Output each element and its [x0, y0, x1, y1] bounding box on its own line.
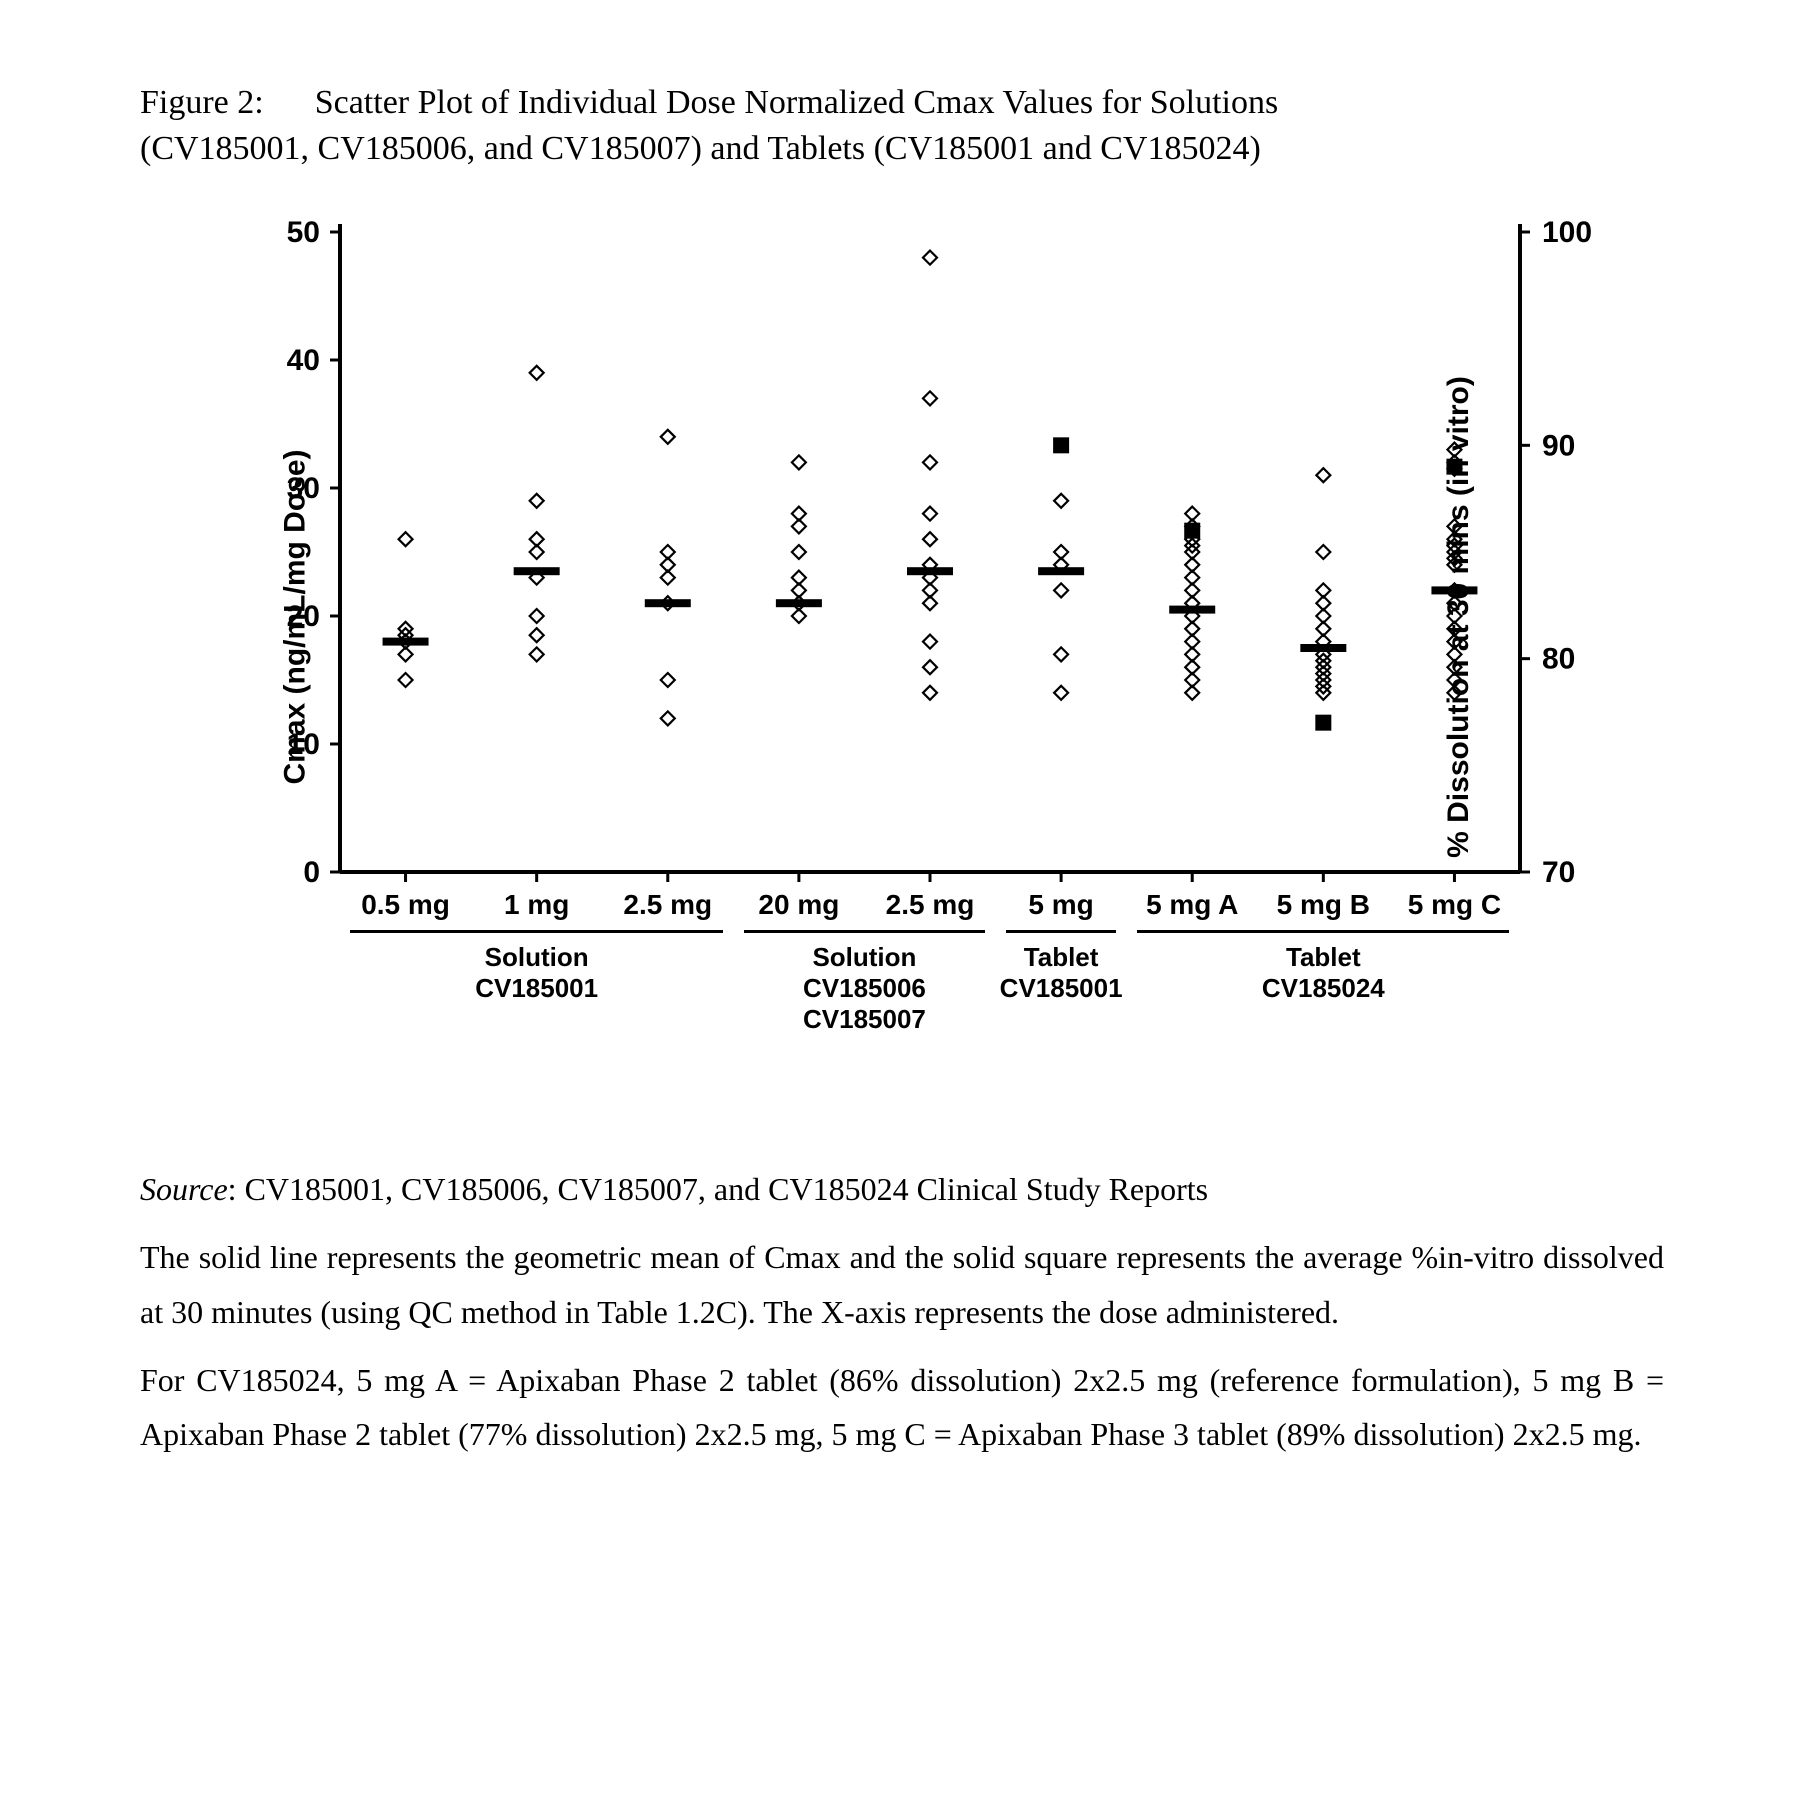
svg-text:5 mg: 5 mg	[1028, 889, 1093, 920]
figure-title-line1: Scatter Plot of Individual Dose Normaliz…	[315, 84, 1279, 121]
x-group-label: SolutionCV185006CV185007	[803, 942, 926, 1036]
scatter-plot: 010203040507080901000.5 mg1 mg2.5 mg20 m…	[140, 202, 1660, 1032]
svg-text:5 mg B: 5 mg B	[1277, 889, 1370, 920]
y-left-axis-label: Cmax (ng/mL/mg Dose)	[279, 449, 313, 784]
svg-text:2.5 mg: 2.5 mg	[623, 889, 712, 920]
svg-text:40: 40	[287, 344, 320, 377]
caption-para2: For CV185024, 5 mg A = Apixaban Phase 2 …	[140, 1353, 1664, 1462]
svg-text:100: 100	[1542, 216, 1592, 249]
svg-text:5 mg C: 5 mg C	[1408, 889, 1501, 920]
x-group-underline	[1137, 930, 1509, 933]
x-group-label: SolutionCV185001	[475, 942, 598, 1004]
caption-para1: The solid line represents the geometric …	[140, 1230, 1664, 1339]
svg-text:50: 50	[287, 216, 320, 249]
x-group-underline	[1006, 930, 1116, 933]
svg-text:80: 80	[1542, 642, 1575, 675]
caption-source-label: Source	[140, 1171, 228, 1207]
svg-text:0.5 mg: 0.5 mg	[361, 889, 450, 920]
svg-text:5 mg A: 5 mg A	[1146, 889, 1238, 920]
page: Figure 2: Scatter Plot of Individual Dos…	[0, 0, 1804, 1800]
svg-text:90: 90	[1542, 429, 1575, 462]
svg-text:20 mg: 20 mg	[758, 889, 839, 920]
svg-text:2.5 mg: 2.5 mg	[886, 889, 975, 920]
chart-container: Cmax (ng/mL/mg Dose) % Dissolution at 30…	[140, 202, 1660, 1032]
figure-title: Figure 2: Scatter Plot of Individual Dos…	[140, 80, 1664, 172]
svg-text:70: 70	[1542, 856, 1575, 889]
x-group-label: TabletCV185001	[1000, 942, 1123, 1004]
y-right-axis-label: % Dissolution at 30 mins (in vitro)	[1442, 376, 1476, 858]
figure-label: Figure 2:	[140, 84, 264, 121]
x-group-label: TabletCV185024	[1262, 942, 1385, 1004]
svg-text:1 mg: 1 mg	[504, 889, 569, 920]
figure-caption: Source: CV185001, CV185006, CV185007, an…	[140, 1162, 1664, 1462]
x-group-underline	[744, 930, 985, 933]
svg-text:0: 0	[303, 856, 320, 889]
figure-title-line2: (CV185001, CV185006, and CV185007) and T…	[140, 130, 1261, 167]
x-group-underline	[350, 930, 722, 933]
caption-source-text: : CV185001, CV185006, CV185007, and CV18…	[228, 1171, 1208, 1207]
